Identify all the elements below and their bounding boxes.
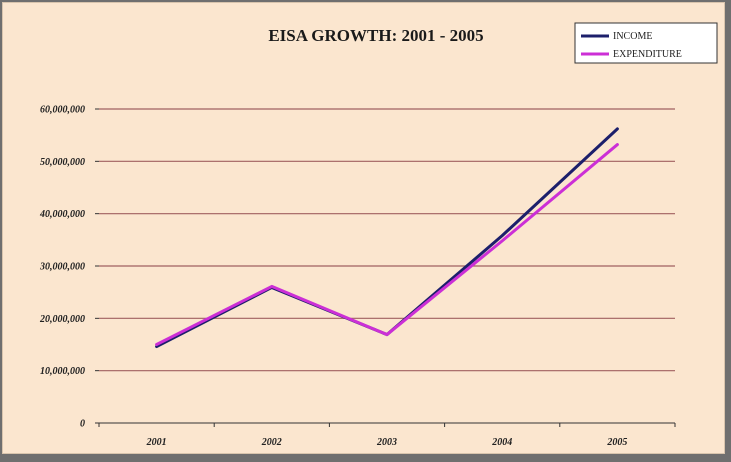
y-tick-label: 30,000,000	[39, 262, 85, 273]
legend-box	[574, 22, 718, 64]
x-axis	[98, 422, 676, 427]
y-tick-label: 10,000,000	[40, 366, 85, 377]
chart-frame: EISA GROWTH: 2001 - 2005 INCOME EXPENDIT…	[2, 2, 725, 454]
legend-label-expenditure: EXPENDITURE	[613, 49, 682, 60]
x-tick-label: 2003	[376, 437, 397, 448]
y-tick-label: 0	[80, 419, 85, 430]
x-tick-label: 2002	[261, 437, 282, 448]
grid	[99, 108, 675, 372]
y-tick-label: 50,000,000	[40, 157, 85, 168]
y-tick-label: 60,000,000	[40, 105, 85, 116]
series-lines	[155, 127, 619, 349]
chart: EISA GROWTH: 2001 - 2005 INCOME EXPENDIT…	[39, 22, 718, 448]
y-tick-label: 20,000,000	[39, 314, 85, 325]
legend-label-income: INCOME	[613, 31, 652, 42]
series-line-expenditure	[155, 143, 619, 346]
x-tick-label: 2005	[606, 437, 627, 448]
y-tick-label: 40,000,000	[39, 209, 85, 220]
chart-title: EISA GROWTH: 2001 - 2005	[268, 26, 483, 45]
x-tick-label: 2004	[491, 437, 512, 448]
y-axis-ticks: 0 10,000,000 20,000,000 30,000,000 40,000,00…	[39, 105, 99, 430]
x-tick-label: 2001	[146, 437, 167, 448]
x-axis-ticks: 2001 2002 2003 2004 2005	[146, 437, 628, 448]
legend: INCOME EXPENDITURE	[574, 22, 718, 64]
